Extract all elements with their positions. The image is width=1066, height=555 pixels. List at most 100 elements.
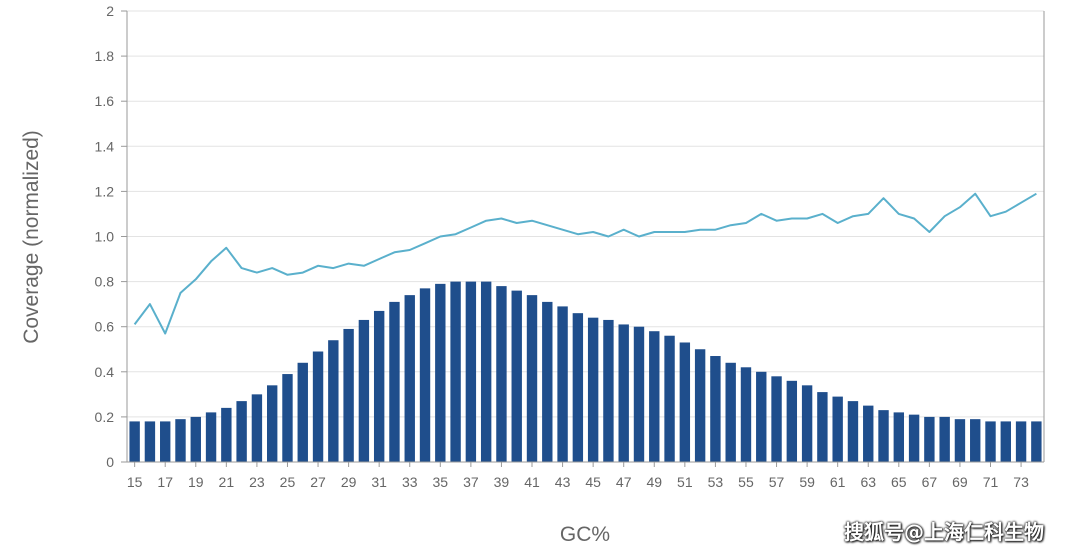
x-tick-label: 17 [157,474,173,490]
bar [771,376,782,462]
x-tick-label: 27 [310,474,326,490]
x-axis-title: GC% [560,523,610,546]
bar [694,349,706,462]
bar [878,410,889,462]
y-tick-label: 0.6 [95,319,115,335]
bar [465,281,477,462]
y-tick-label: 1.6 [95,93,115,109]
bar [129,421,140,462]
x-tick-label: 67 [922,474,938,490]
x-tick-label: 15 [127,474,143,490]
x-tick-label: 73 [1013,474,1029,490]
x-tick-label: 41 [524,474,540,490]
gridlines [127,10,1044,418]
x-tick-label: 29 [341,474,357,490]
bar [985,421,996,462]
bar [939,416,950,462]
x-tick-label: 47 [616,474,632,490]
bar [924,416,935,462]
x-tick-label: 55 [738,474,754,490]
bar [847,401,859,462]
bar [725,362,736,462]
y-tick-label: 1.0 [95,229,115,245]
y-tick-label: 1.2 [95,183,115,199]
bar [205,412,217,462]
x-tick-label: 21 [219,474,235,490]
bar [970,419,981,462]
bar [175,419,186,462]
bar [526,295,538,462]
bar [633,326,645,462]
bar [480,281,492,462]
bar [618,324,629,462]
bar [190,416,201,462]
bar [358,319,370,462]
bar [908,414,920,462]
bar [297,362,308,462]
y-tick-label: 2 [106,3,114,19]
bar [282,374,293,462]
x-tick-label: 37 [463,474,479,490]
coverage-line-path [133,192,1037,335]
x-tick-label: 63 [860,474,876,490]
bar [343,328,354,462]
bar [496,286,507,462]
bar [221,407,232,462]
bar [160,421,171,462]
bar [893,412,905,462]
x-tick-label: 57 [769,474,785,490]
y-tick-labels: 0 0.2 0.4 0.6 0.8 1.0 1.2 1.4 1.6 1.8 2 [95,3,115,470]
x-tick-label: 59 [799,474,815,490]
bar [328,340,339,462]
x-tick-labels: 15 17 19 21 23 25 27 29 31 33 35 37 39 41 43 45 47 49 51 53… [127,474,1029,490]
bar [419,288,431,462]
bar [1031,421,1042,462]
bar [266,385,278,462]
x-tick-label: 49 [646,474,662,490]
bar [817,392,828,462]
bar [312,351,324,462]
bar [435,283,446,462]
bar [740,367,752,462]
bar [251,394,263,462]
x-tick-label: 71 [983,474,999,490]
x-tick-label: 39 [494,474,510,490]
coverage-line [133,192,1037,335]
bar [587,317,599,462]
bar [450,281,461,462]
watermark-text: 搜狐号@上海仁科生物 [844,520,1044,544]
x-tick-label: 53 [708,474,724,490]
bar [144,421,156,462]
bar [557,306,568,462]
x-tick-label: 45 [585,474,601,490]
x-tick-label: 43 [555,474,571,490]
axes [121,10,1045,467]
y-tick-label: 0.2 [95,409,115,425]
bar [832,396,843,462]
bar [603,319,614,462]
bar [786,380,798,462]
bar [1000,421,1011,462]
coverage-bars [129,281,1042,462]
bar [404,295,415,462]
x-tick-label: 33 [402,474,418,490]
bar [572,313,584,462]
y-tick-label: 0.8 [95,274,115,290]
bar [236,401,247,462]
x-tick-label: 61 [830,474,846,490]
x-tick-label: 19 [188,474,204,490]
bar [649,331,660,462]
x-tick-label: 25 [280,474,296,490]
bar [863,405,874,462]
y-tick-label: 1.4 [95,138,115,154]
bar [373,310,385,462]
bar [710,356,721,462]
bar [389,301,400,462]
x-tick-label: 35 [433,474,449,490]
bar [1015,421,1027,462]
bar [542,301,553,462]
bar [679,342,691,462]
y-tick-label: 1.8 [95,48,115,64]
x-tick-label: 31 [371,474,387,490]
